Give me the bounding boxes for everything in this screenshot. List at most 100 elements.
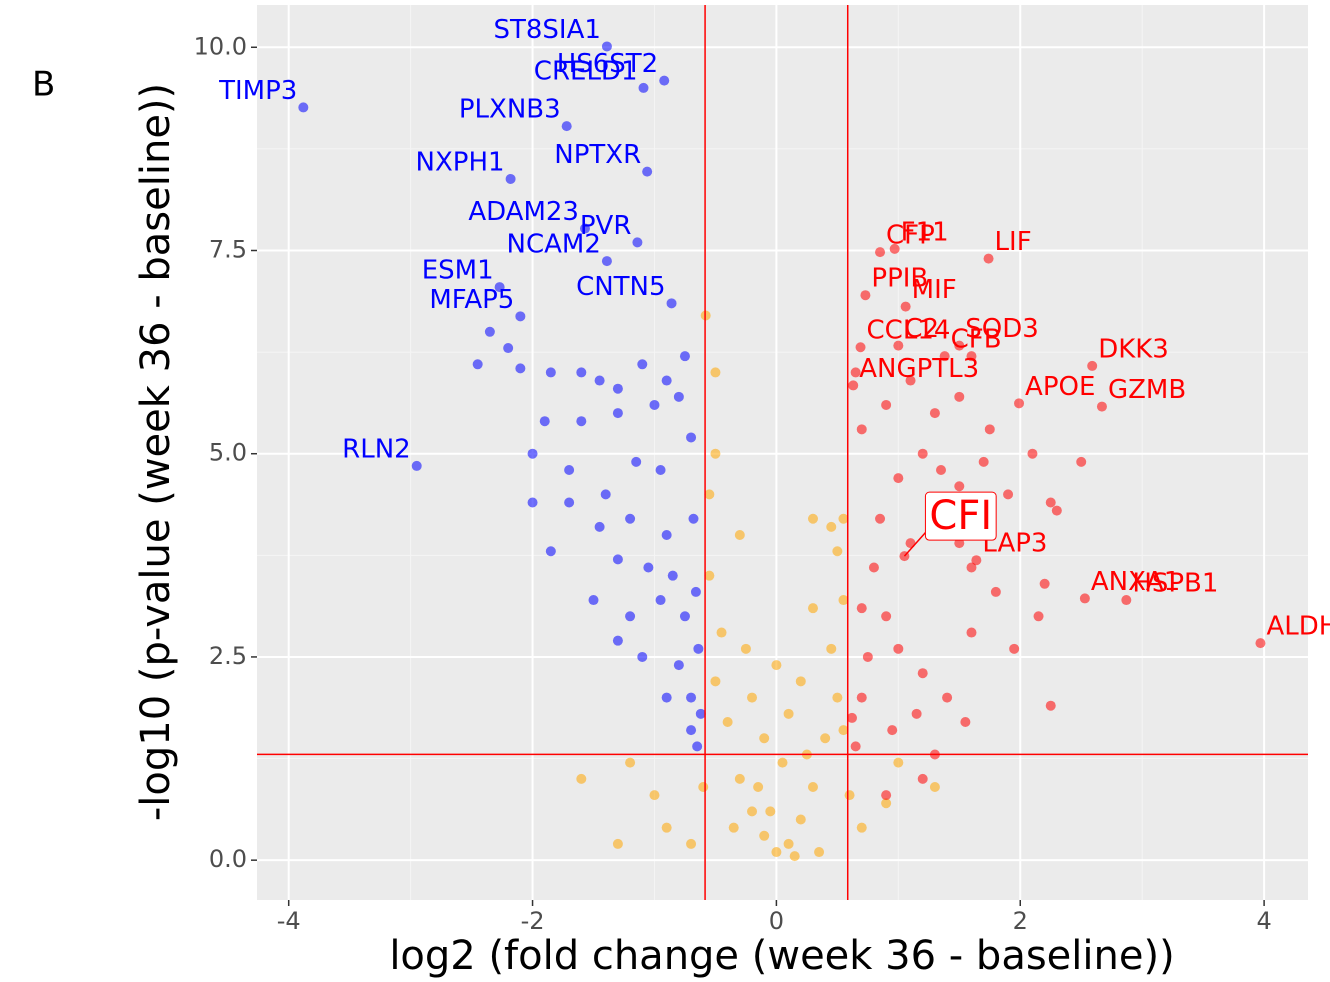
point [939,351,950,362]
point [917,668,928,679]
point [1079,593,1090,604]
point [929,408,940,419]
point [990,586,1001,597]
point [625,757,636,768]
point [838,513,849,524]
point [734,773,745,784]
point [838,725,849,736]
point [893,757,904,768]
point [917,448,928,459]
point [527,497,538,508]
point [1087,360,1098,371]
point [881,611,892,622]
point [1051,505,1062,516]
point-label: HSPB1 [1132,569,1218,599]
point [545,546,556,557]
point [893,340,904,351]
point [655,595,666,606]
point [612,554,623,565]
point [984,424,995,435]
point [795,814,806,825]
point-label: TIMP3 [218,76,297,106]
marks: TIMP3 ST8SIA1 HS6ST2 PLXNB3 CRELD1 NXPH1 NPTXR… [218,5,1330,900]
y-tick-label: 7.5 [209,235,247,263]
point-label: ADAM23 [468,197,579,227]
point [579,223,590,234]
point [856,692,867,703]
point [631,456,642,467]
point [515,363,526,374]
y-tick-label: 5.0 [209,439,247,467]
point [860,290,871,301]
point-label: MIF [912,275,957,305]
point [642,166,653,177]
point [601,41,612,52]
point [679,611,690,622]
point [889,243,900,254]
point [983,253,994,264]
point [905,375,916,386]
point-label: RLN2 [342,434,411,464]
point [1045,497,1056,508]
point [900,301,911,312]
point [936,464,947,475]
point [659,75,670,86]
y-tick-label: 0.0 [209,845,247,873]
point [594,521,605,532]
point [887,725,898,736]
point [667,570,678,581]
point [688,513,699,524]
point [561,121,572,132]
point [716,627,727,638]
point [978,456,989,467]
point [661,375,672,386]
point [710,448,721,459]
point [564,464,575,475]
point-label: ANGPTL3 [859,354,979,384]
point [632,237,643,248]
point [868,562,879,573]
point-label: CFP [886,221,935,251]
point [655,464,666,475]
point [747,806,758,817]
y-tick-label: 2.5 [209,642,247,670]
point-label: PVR [580,211,632,241]
point [690,586,701,597]
point [539,416,550,427]
point [625,513,636,524]
x-tick-label: -2 [521,907,545,935]
point [844,790,855,801]
point [960,716,971,727]
point [893,473,904,484]
point [1045,700,1056,711]
point [826,521,837,532]
point [638,82,649,93]
point-label: NCAM2 [507,230,601,260]
point [722,716,733,727]
point-label: CCL14 [867,316,951,346]
point [661,692,672,703]
point-label: MFAP5 [429,285,514,315]
point [1121,595,1132,606]
point [832,692,843,703]
point [661,530,672,541]
point [783,838,794,849]
point [753,782,764,793]
point [875,513,886,524]
y-axis-title: -log10 (p-value (week 36 - baseline)) [133,83,179,821]
point-label: NXPH1 [416,147,505,177]
point [848,380,859,391]
point [298,102,309,113]
point [1009,643,1020,654]
x-tick-label: 4 [1256,907,1271,935]
point [472,359,483,370]
point [649,790,660,801]
point [704,570,715,581]
point [881,790,892,801]
x-tick-label: 2 [1013,907,1028,935]
point [612,408,623,419]
point-label: PLXNB3 [459,95,561,125]
point [505,173,516,184]
point [911,708,922,719]
point [679,351,690,362]
